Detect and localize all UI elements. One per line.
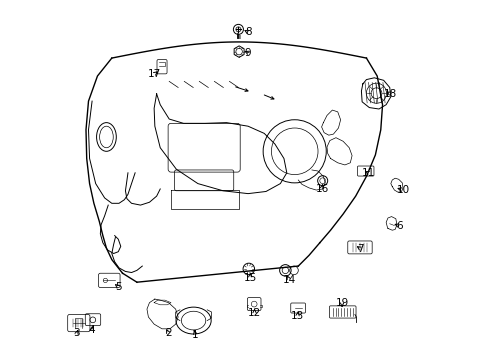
- Text: 6: 6: [395, 221, 402, 231]
- Text: 17: 17: [147, 69, 161, 79]
- Text: 3: 3: [73, 328, 80, 338]
- Text: 13: 13: [290, 311, 304, 320]
- Text: 14: 14: [282, 275, 295, 285]
- Text: 1: 1: [192, 330, 198, 340]
- Text: 2: 2: [165, 328, 171, 338]
- Text: 18: 18: [384, 89, 397, 99]
- Text: 10: 10: [396, 185, 409, 195]
- Text: 9: 9: [244, 48, 251, 58]
- Text: 12: 12: [247, 308, 261, 318]
- Text: 15: 15: [243, 273, 256, 283]
- Text: 5: 5: [115, 282, 122, 292]
- Text: 8: 8: [244, 27, 251, 37]
- Text: 16: 16: [315, 184, 328, 194]
- Text: 19: 19: [335, 298, 348, 308]
- Text: 7: 7: [357, 244, 363, 254]
- Text: 4: 4: [89, 325, 95, 335]
- Text: 11: 11: [361, 168, 374, 178]
